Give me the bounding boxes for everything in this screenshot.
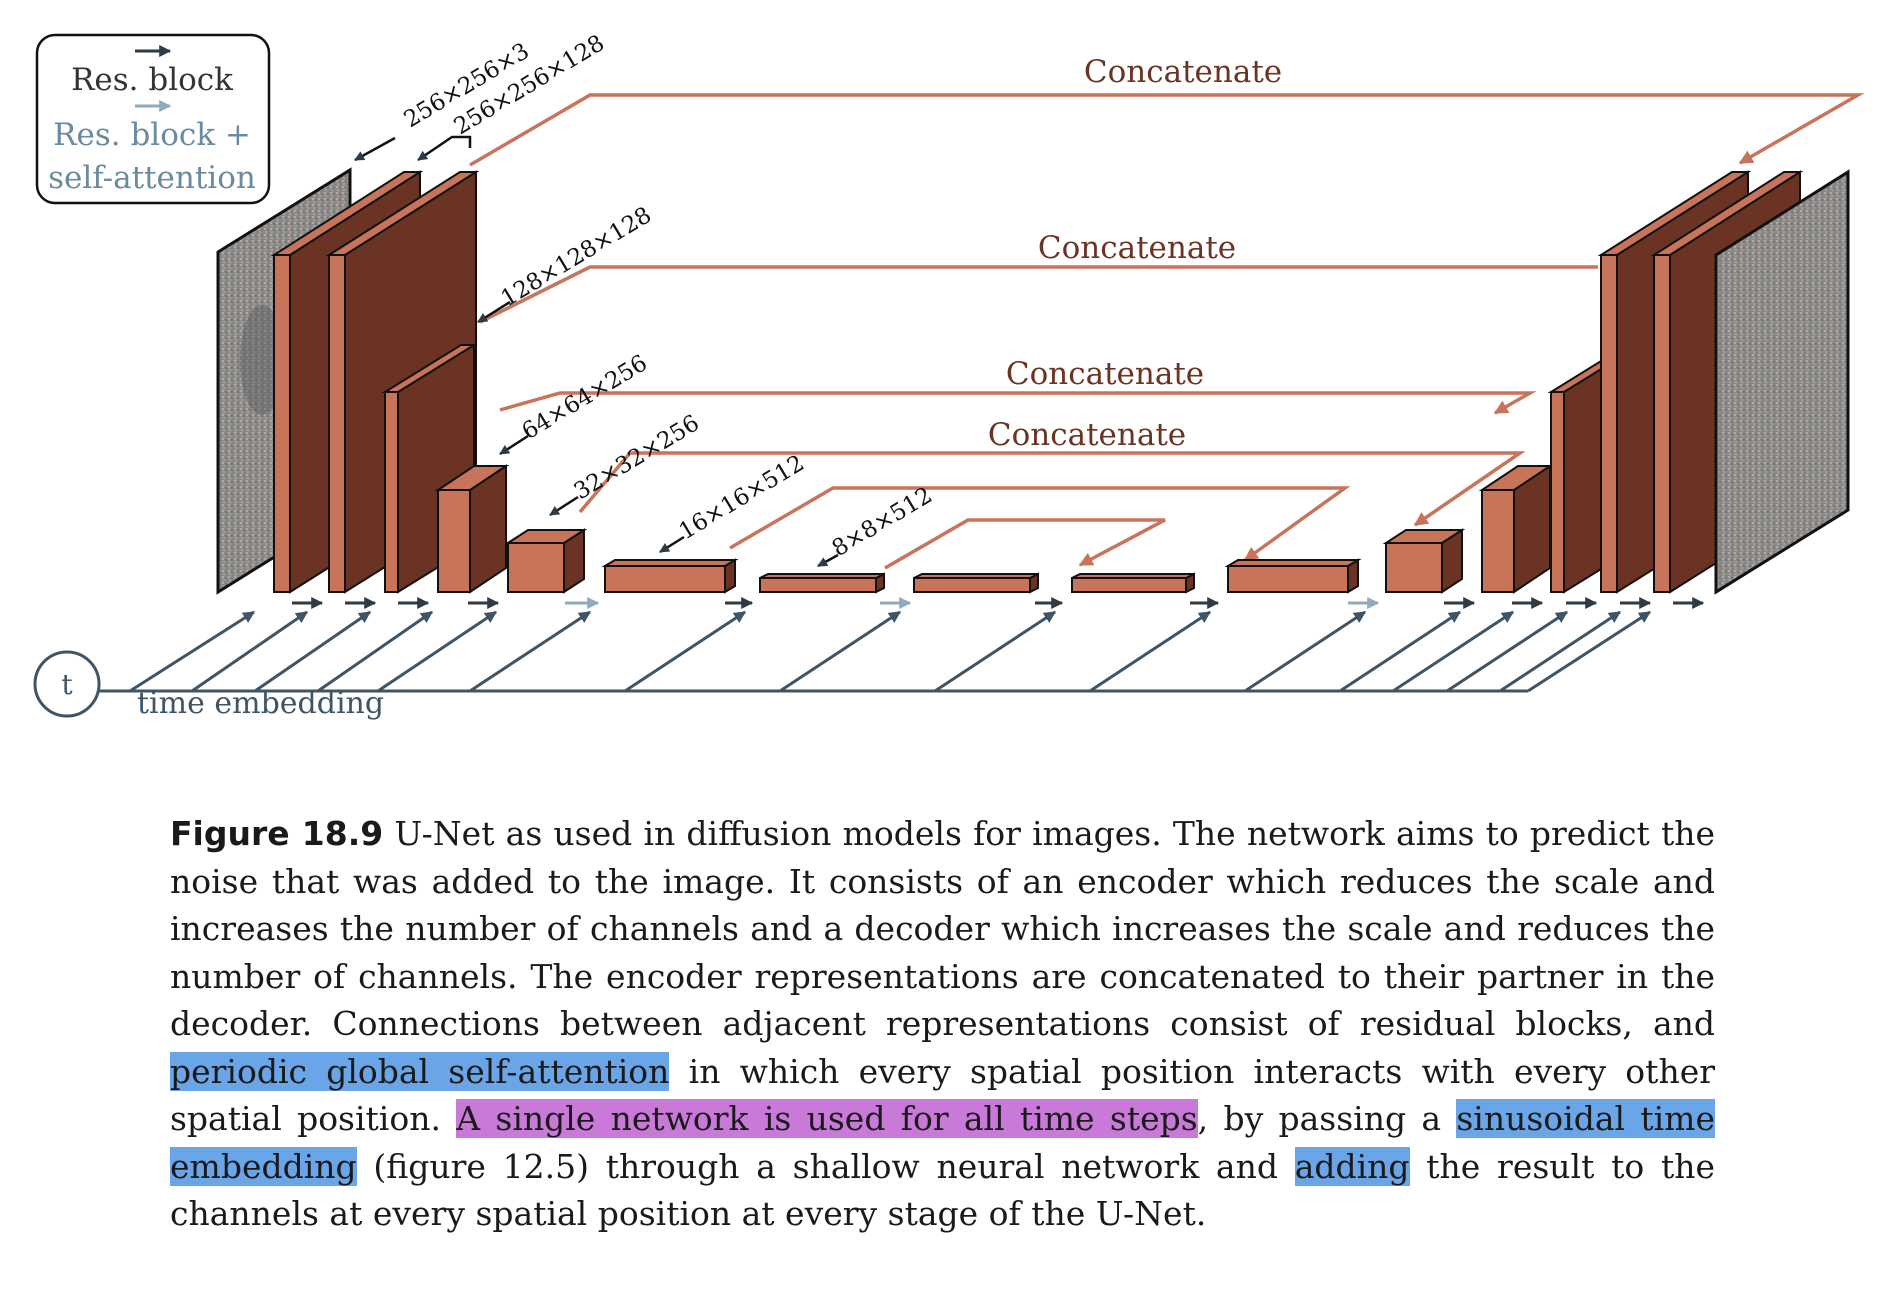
encoder-block-6 <box>601 558 739 594</box>
legend-res-attn-line2: self-attention <box>48 160 256 196</box>
skip-connection-5 <box>729 486 1351 562</box>
shape-label: 128×128×128 <box>497 202 656 312</box>
caption-text: U-Net as used in diffusion models for im… <box>170 814 1715 1043</box>
caption-text: the result to the channels at every spat… <box>170 1146 1715 1234</box>
figure-caption: Figure 18.9 U-Net as used in diffusion m… <box>170 810 1715 1238</box>
shape-label: 16×16×512 <box>675 450 809 545</box>
bottleneck-block <box>913 572 1039 594</box>
highlight-adding: adding <box>1294 1146 1410 1186</box>
time-node-label: t <box>61 668 73 701</box>
caption-text: (figure 12.5) through a shallow neural n… <box>356 1146 1295 1186</box>
decoder-block-2 <box>1224 558 1362 594</box>
concatenate-label: Concatenate <box>1006 356 1204 392</box>
unet-diagram: Res. block Res. block + self-attention C… <box>33 30 1865 721</box>
skip-connections <box>469 93 1865 570</box>
caption-text: , by passing a <box>1197 1099 1457 1138</box>
shape-label: 32×32×256 <box>570 410 704 505</box>
time-embedding-label: time embedding <box>137 686 384 721</box>
encoder-block-5 <box>504 528 588 594</box>
time-embedding <box>98 610 1652 693</box>
skip-connection-4 <box>578 451 1526 527</box>
figure-label: Figure 18.9 <box>170 814 384 853</box>
decoder-block-4 <box>1478 464 1554 594</box>
concatenate-label: Concatenate <box>1038 230 1236 266</box>
legend-res-attn-line1: Res. block + <box>53 117 251 153</box>
concatenate-label: Concatenate <box>1084 54 1282 90</box>
shape-label: 8×8×512 <box>828 482 937 562</box>
shape-label-pointers <box>354 135 839 568</box>
decoder-block-1 <box>1071 572 1195 594</box>
legend-res-block: Res. block <box>71 62 233 98</box>
highlight-single-network: A single network is used for all time st… <box>456 1099 1198 1138</box>
legend: Res. block Res. block + self-attention <box>35 33 271 205</box>
skip-connection-3 <box>499 391 1537 415</box>
time-node: t <box>33 650 101 718</box>
skip-connection-2 <box>479 265 1598 324</box>
skip-connection-6 <box>884 518 1166 570</box>
caption-text: in which every spatial position interact… <box>170 1051 1715 1139</box>
output-image <box>1714 169 1850 595</box>
highlight-self-attention: periodic global self-attention <box>170 1051 670 1091</box>
encoder-block-4 <box>434 464 510 594</box>
encoder-block-7 <box>759 572 885 594</box>
skip-connection-1 <box>469 93 1865 167</box>
concatenate-label: Concatenate <box>988 417 1186 453</box>
concatenate-labels: Concatenate Concatenate Concatenate Conc… <box>988 54 1282 453</box>
decoder-block-3 <box>1382 528 1466 594</box>
encoder-blocks <box>270 170 885 594</box>
